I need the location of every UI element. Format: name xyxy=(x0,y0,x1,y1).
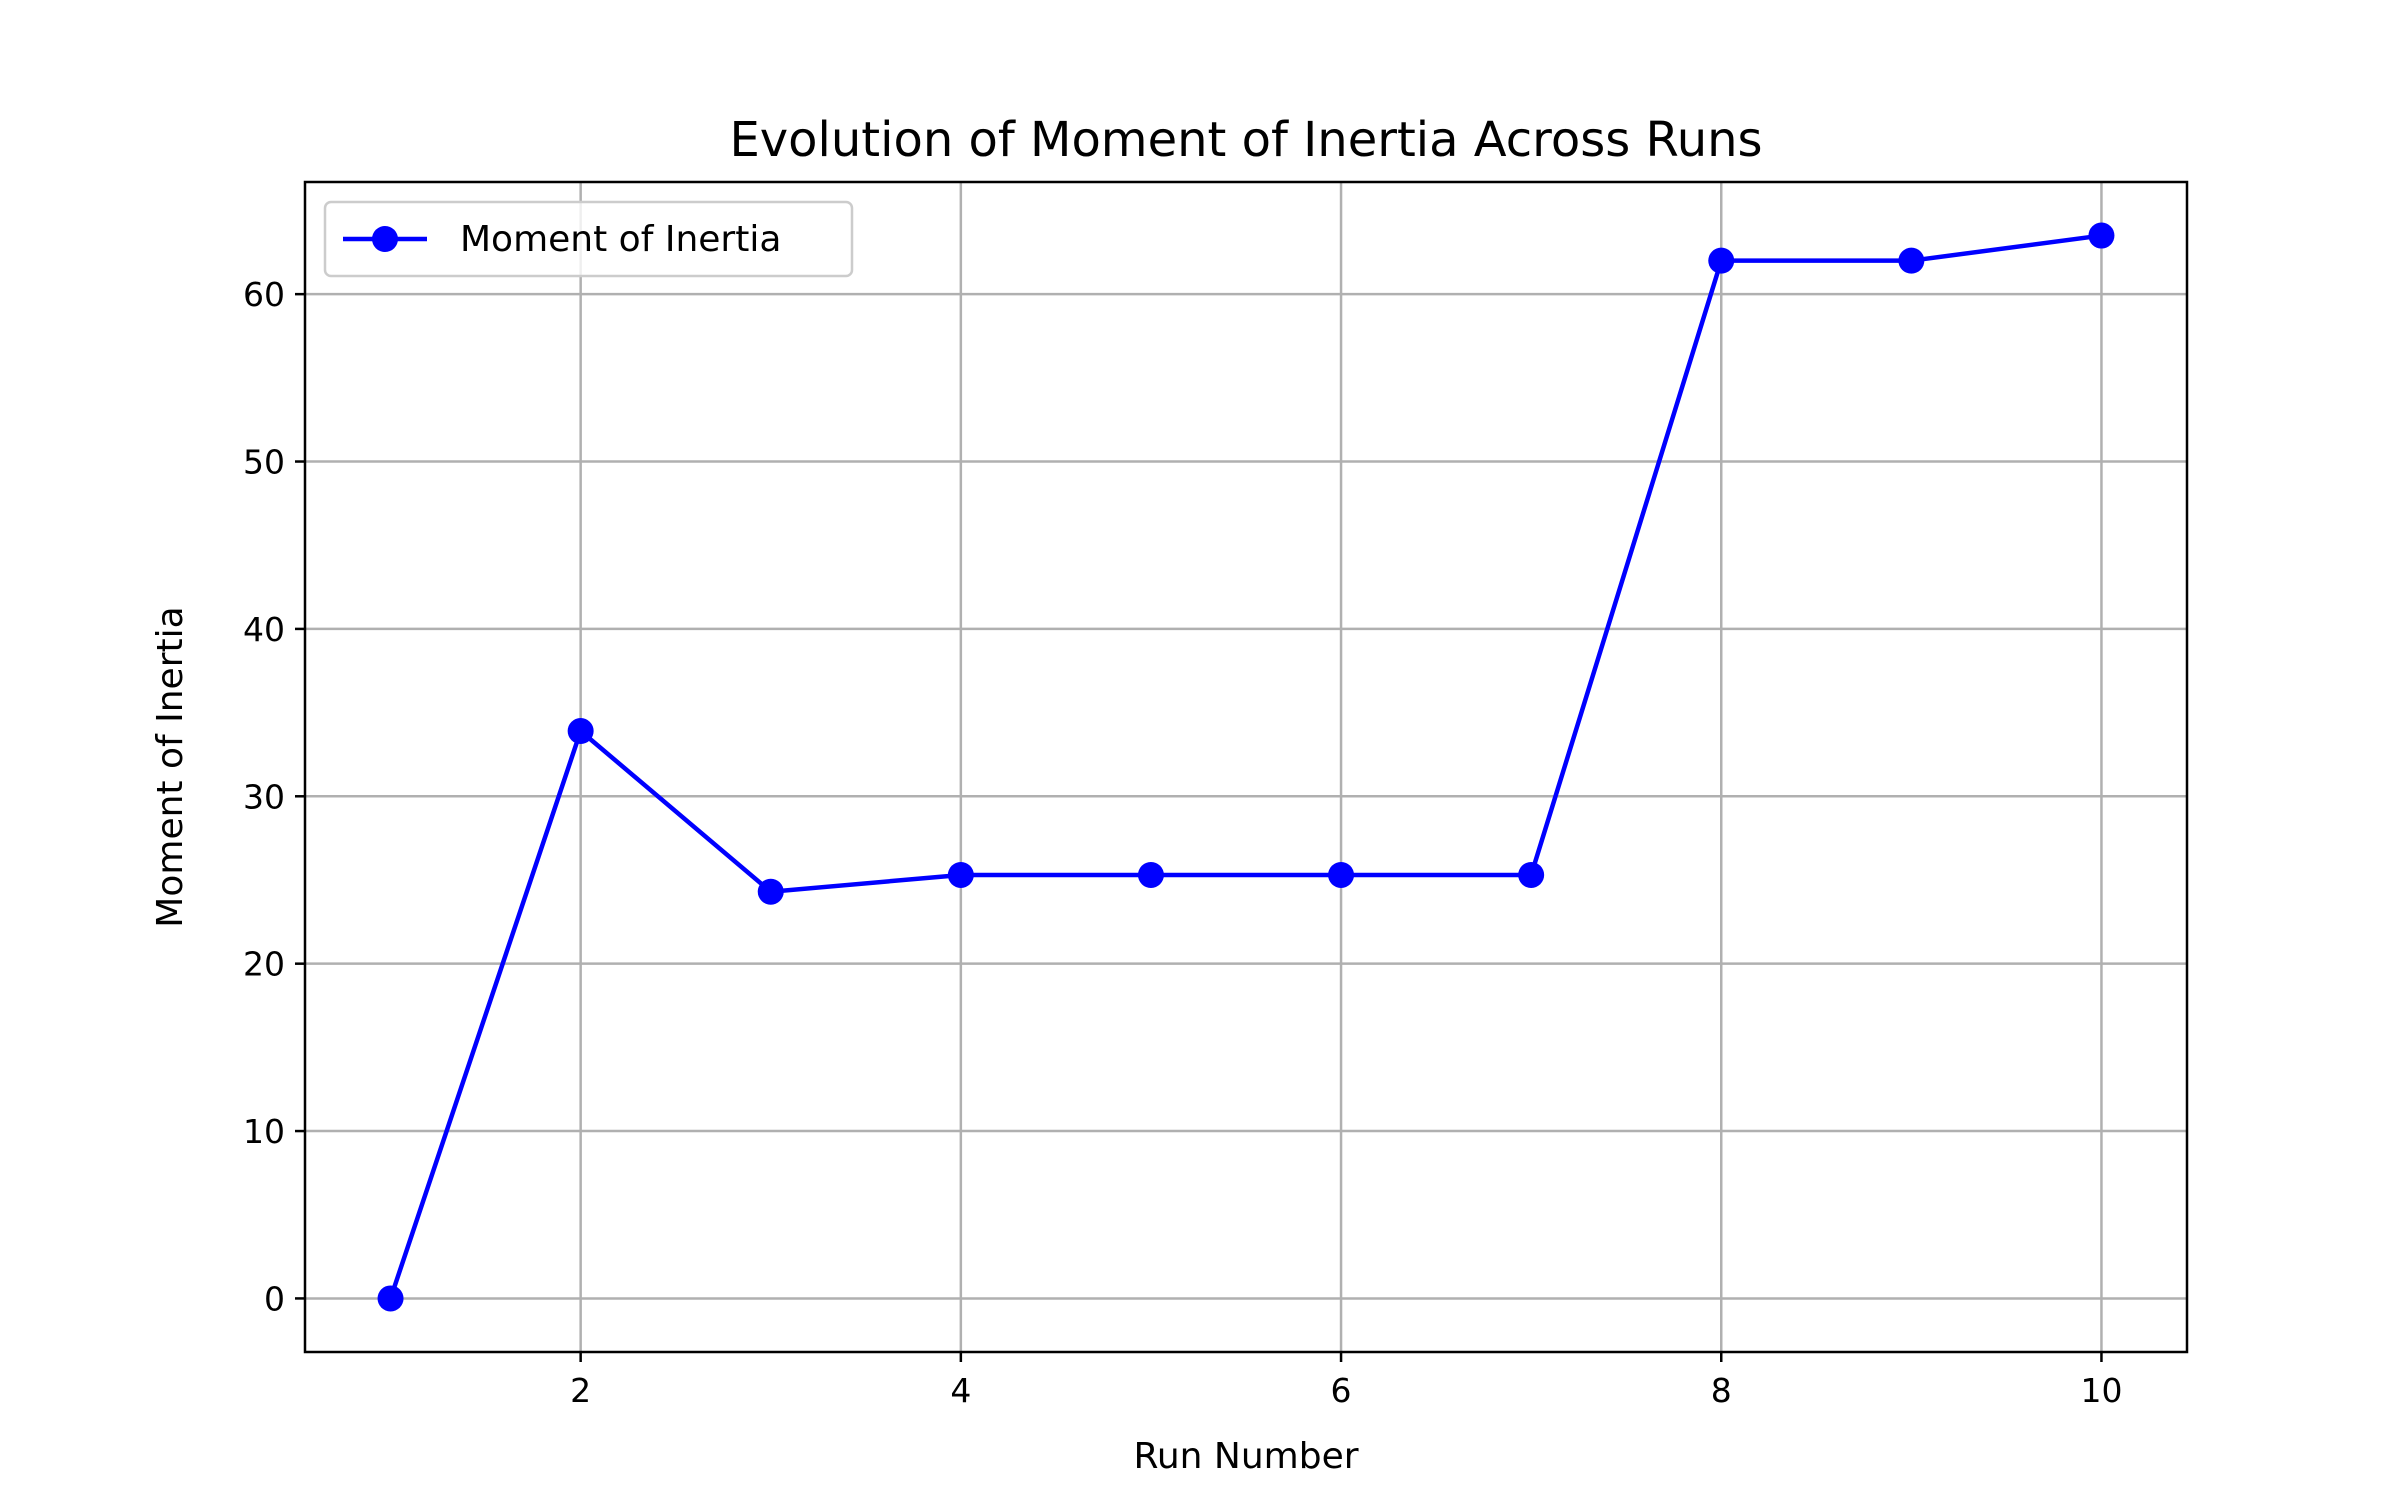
legend-label: Moment of Inertia xyxy=(460,219,781,260)
x-axis-label: Run Number xyxy=(1133,1436,1358,1477)
data-point xyxy=(1328,861,1355,888)
y-tick-label: 60 xyxy=(243,275,285,314)
chart-title: Evolution of Moment of Inertia Across Ru… xyxy=(729,112,1762,168)
data-point xyxy=(1898,247,1925,274)
x-tick-label: 6 xyxy=(1331,1371,1352,1410)
data-point xyxy=(567,718,594,745)
y-tick-label: 50 xyxy=(243,443,285,482)
grid xyxy=(305,182,2187,1352)
x-tick-label: 10 xyxy=(2080,1371,2122,1410)
y-axis-label: Moment of Inertia xyxy=(150,606,191,927)
axes-frame xyxy=(303,180,2189,1354)
data-point xyxy=(2088,222,2115,249)
legend: Moment of Inertia xyxy=(323,200,854,278)
data-point xyxy=(947,861,974,888)
legend-box xyxy=(323,200,854,278)
x-tick-label: 4 xyxy=(950,1371,971,1410)
y-tick-label: 10 xyxy=(243,1112,285,1151)
data-point xyxy=(1518,861,1545,888)
x-tick-label: 8 xyxy=(1711,1371,1732,1410)
axis-ticks: 2 4 6 8 10 0 10 20 30 40 50 60 xyxy=(243,275,2122,1410)
series-line xyxy=(388,233,2102,1300)
data-point xyxy=(1708,247,1735,274)
y-tick-label: 30 xyxy=(243,777,285,816)
x-tick-label: 2 xyxy=(570,1371,591,1410)
y-tick-label: 40 xyxy=(243,610,285,649)
y-tick-label: 0 xyxy=(264,1279,285,1318)
y-tick-label: 20 xyxy=(243,945,285,984)
data-point xyxy=(757,878,784,905)
data-point xyxy=(377,1285,404,1312)
series-layer xyxy=(377,222,2115,1312)
legend-marker-swatch xyxy=(372,226,398,252)
data-point xyxy=(1137,861,1164,888)
